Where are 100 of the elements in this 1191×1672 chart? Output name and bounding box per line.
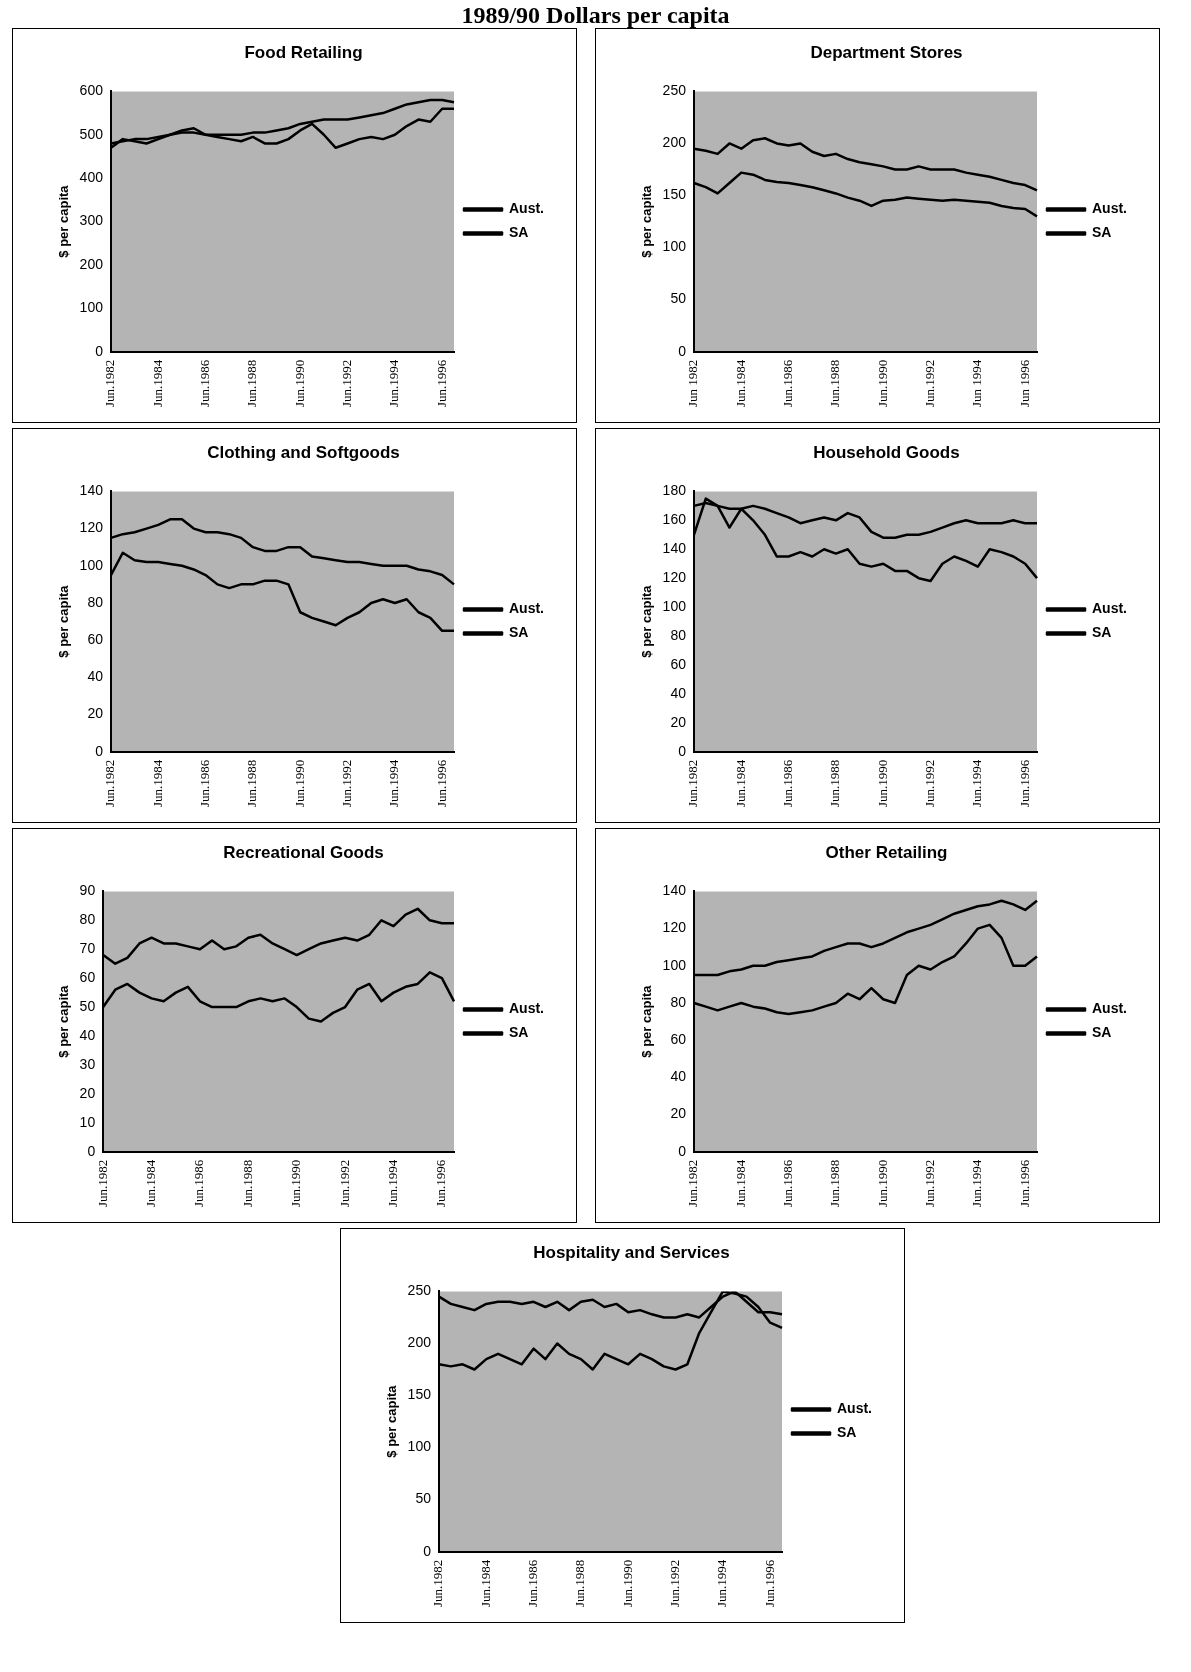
y-tick-label: 250 bbox=[407, 1282, 432, 1299]
y-axis-title: $ per capita bbox=[56, 984, 72, 1058]
y-tick-label: 80 bbox=[670, 993, 687, 1010]
y-tick-label: 120 bbox=[662, 569, 687, 586]
x-tick-label: Jun.1992 bbox=[336, 1159, 352, 1207]
y-tick-label: 0 bbox=[423, 1542, 432, 1559]
y-tick-label: 100 bbox=[79, 556, 104, 573]
x-tick-label: Jun.1992 bbox=[921, 759, 937, 807]
y-axis-title: $ per capita bbox=[56, 184, 72, 258]
x-tick-label: Jun.1986 bbox=[191, 1159, 207, 1207]
y-tick-label: 120 bbox=[662, 919, 687, 936]
y-tick-label: 80 bbox=[79, 911, 96, 928]
x-tick-label: Jun.1982 bbox=[94, 1159, 110, 1207]
y-tick-label: 100 bbox=[662, 238, 687, 255]
y-tick-label: 300 bbox=[79, 212, 104, 229]
y-tick-label: 100 bbox=[662, 597, 687, 614]
y-tick-label: 150 bbox=[662, 186, 687, 203]
x-tick-label: Jun.1994 bbox=[386, 359, 402, 407]
x-tick-label: Jun.1994 bbox=[969, 759, 985, 807]
legend-label: Aust. bbox=[1092, 1000, 1127, 1017]
y-tick-label: 40 bbox=[670, 1068, 687, 1085]
y-tick-label: 80 bbox=[670, 626, 687, 643]
x-tick-label: Jun.1990 bbox=[874, 759, 890, 807]
chart-title: Clothing and Softgoods bbox=[207, 442, 400, 462]
x-tick-label: Jun.1994 bbox=[386, 759, 402, 807]
y-tick-label: 200 bbox=[407, 1334, 432, 1351]
x-tick-label: Jun.1984 bbox=[732, 759, 748, 807]
x-tick-label: Jun.1988 bbox=[239, 1159, 255, 1207]
y-axis-title: $ per capita bbox=[384, 1384, 400, 1458]
y-axis-title: $ per capita bbox=[639, 584, 655, 658]
x-tick-label: Jun.1996 bbox=[1016, 1159, 1032, 1207]
x-tick-label: Jun.1996 bbox=[761, 1559, 777, 1607]
x-tick-label: Jun.1992 bbox=[338, 759, 354, 807]
x-tick-label: Jun.1996 bbox=[433, 1159, 449, 1207]
legend-label: Aust. bbox=[1092, 200, 1127, 217]
x-tick-label: Jun.1988 bbox=[244, 759, 260, 807]
legend-label: Aust. bbox=[509, 200, 544, 217]
y-tick-label: 140 bbox=[662, 882, 687, 899]
legend-label: SA bbox=[1092, 224, 1112, 241]
legend-label: Aust. bbox=[837, 1400, 872, 1417]
y-tick-label: 180 bbox=[662, 482, 687, 499]
x-tick-label: Jun.1986 bbox=[780, 359, 796, 407]
x-tick-label: Jun.1990 bbox=[874, 1159, 890, 1207]
y-tick-label: 500 bbox=[79, 125, 104, 142]
x-tick-label: Jun.1990 bbox=[874, 359, 890, 407]
x-tick-label: Jun.1986 bbox=[780, 1159, 796, 1207]
x-tick-label: Jun.1996 bbox=[1016, 759, 1032, 807]
y-tick-label: 60 bbox=[670, 655, 687, 672]
y-tick-label: 50 bbox=[670, 290, 687, 307]
y-tick-label: 200 bbox=[662, 134, 687, 151]
y-tick-label: 40 bbox=[670, 684, 687, 701]
x-tick-label: Jun.1996 bbox=[433, 759, 449, 807]
y-tick-label: 20 bbox=[670, 713, 687, 730]
x-tick-label: Jun.1984 bbox=[477, 1559, 493, 1607]
x-tick-label: Jun 1996 bbox=[1016, 359, 1032, 407]
legend-label: SA bbox=[837, 1424, 857, 1441]
y-tick-label: 120 bbox=[79, 519, 104, 536]
y-tick-label: 140 bbox=[79, 482, 104, 499]
legend-label: SA bbox=[509, 624, 529, 641]
x-tick-label: Jun.1992 bbox=[921, 359, 937, 407]
chart-title: Other Retailing bbox=[825, 842, 948, 862]
x-tick-label: Jun.1994 bbox=[969, 1159, 985, 1207]
y-axis-title: $ per capita bbox=[639, 184, 655, 258]
x-tick-label: Jun.1990 bbox=[619, 1559, 635, 1607]
y-tick-label: 0 bbox=[678, 742, 687, 759]
y-tick-label: 20 bbox=[87, 705, 104, 722]
y-tick-label: 20 bbox=[79, 1084, 96, 1101]
y-tick-label: 40 bbox=[79, 1026, 96, 1043]
x-tick-label: Jun.1996 bbox=[433, 359, 449, 407]
y-tick-label: 80 bbox=[87, 593, 104, 610]
x-tick-label: Jun.1986 bbox=[197, 759, 213, 807]
x-tick-label: Jun.1988 bbox=[827, 359, 843, 407]
x-tick-label: Jun.1984 bbox=[149, 359, 165, 407]
y-axis-title: $ per capita bbox=[56, 584, 72, 658]
y-tick-label: 90 bbox=[79, 882, 96, 899]
y-tick-label: 70 bbox=[79, 940, 96, 957]
x-tick-label: Jun.1984 bbox=[732, 359, 748, 407]
x-tick-label: Jun.1988 bbox=[827, 1159, 843, 1207]
y-tick-label: 0 bbox=[87, 1142, 96, 1159]
chart-title: Hospitality and Services bbox=[533, 1242, 730, 1262]
x-tick-label: Jun.1986 bbox=[197, 359, 213, 407]
chart-title: Food Retailing bbox=[244, 42, 363, 62]
y-tick-label: 0 bbox=[95, 342, 104, 359]
y-tick-label: 200 bbox=[79, 255, 104, 272]
x-tick-label: Jun.1994 bbox=[384, 1159, 400, 1207]
y-tick-label: 10 bbox=[79, 1113, 96, 1130]
x-tick-label: Jun.1992 bbox=[666, 1559, 682, 1607]
legend-label: SA bbox=[1092, 624, 1112, 641]
y-tick-label: 0 bbox=[678, 1142, 687, 1159]
x-tick-label: Jun.1984 bbox=[732, 1159, 748, 1207]
chart-title: Household Goods bbox=[813, 442, 960, 462]
text: 1989/90 Dollars per capita bbox=[460, 2, 731, 29]
y-axis-title: $ per capita bbox=[639, 984, 655, 1058]
x-tick-label: Jun.1988 bbox=[827, 759, 843, 807]
x-tick-label: Jun.1988 bbox=[244, 359, 260, 407]
chart-title: Department Stores bbox=[810, 42, 963, 62]
x-tick-label: Jun.1986 bbox=[525, 1559, 541, 1607]
y-tick-label: 0 bbox=[95, 742, 104, 759]
x-tick-label: Jun.1994 bbox=[714, 1559, 730, 1607]
y-tick-label: 100 bbox=[662, 956, 687, 973]
